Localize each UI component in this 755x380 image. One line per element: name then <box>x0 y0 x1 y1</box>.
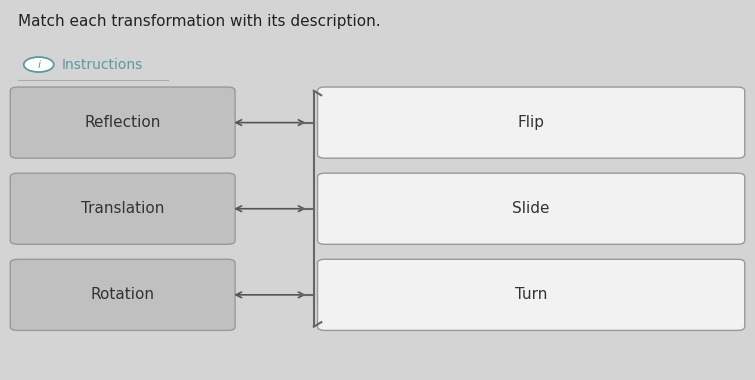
Text: Instructions: Instructions <box>61 57 143 71</box>
Text: Match each transformation with its description.: Match each transformation with its descr… <box>18 14 381 29</box>
FancyBboxPatch shape <box>11 259 235 331</box>
Text: i: i <box>37 60 40 70</box>
Text: Turn: Turn <box>515 287 547 302</box>
Circle shape <box>23 57 54 72</box>
FancyBboxPatch shape <box>318 87 744 158</box>
Text: Reflection: Reflection <box>85 115 161 130</box>
FancyBboxPatch shape <box>318 173 744 244</box>
Text: Rotation: Rotation <box>91 287 155 302</box>
FancyBboxPatch shape <box>318 259 744 331</box>
FancyBboxPatch shape <box>11 173 235 244</box>
Text: Slide: Slide <box>513 201 550 216</box>
Text: Flip: Flip <box>518 115 544 130</box>
FancyBboxPatch shape <box>11 87 235 158</box>
Text: Translation: Translation <box>81 201 165 216</box>
